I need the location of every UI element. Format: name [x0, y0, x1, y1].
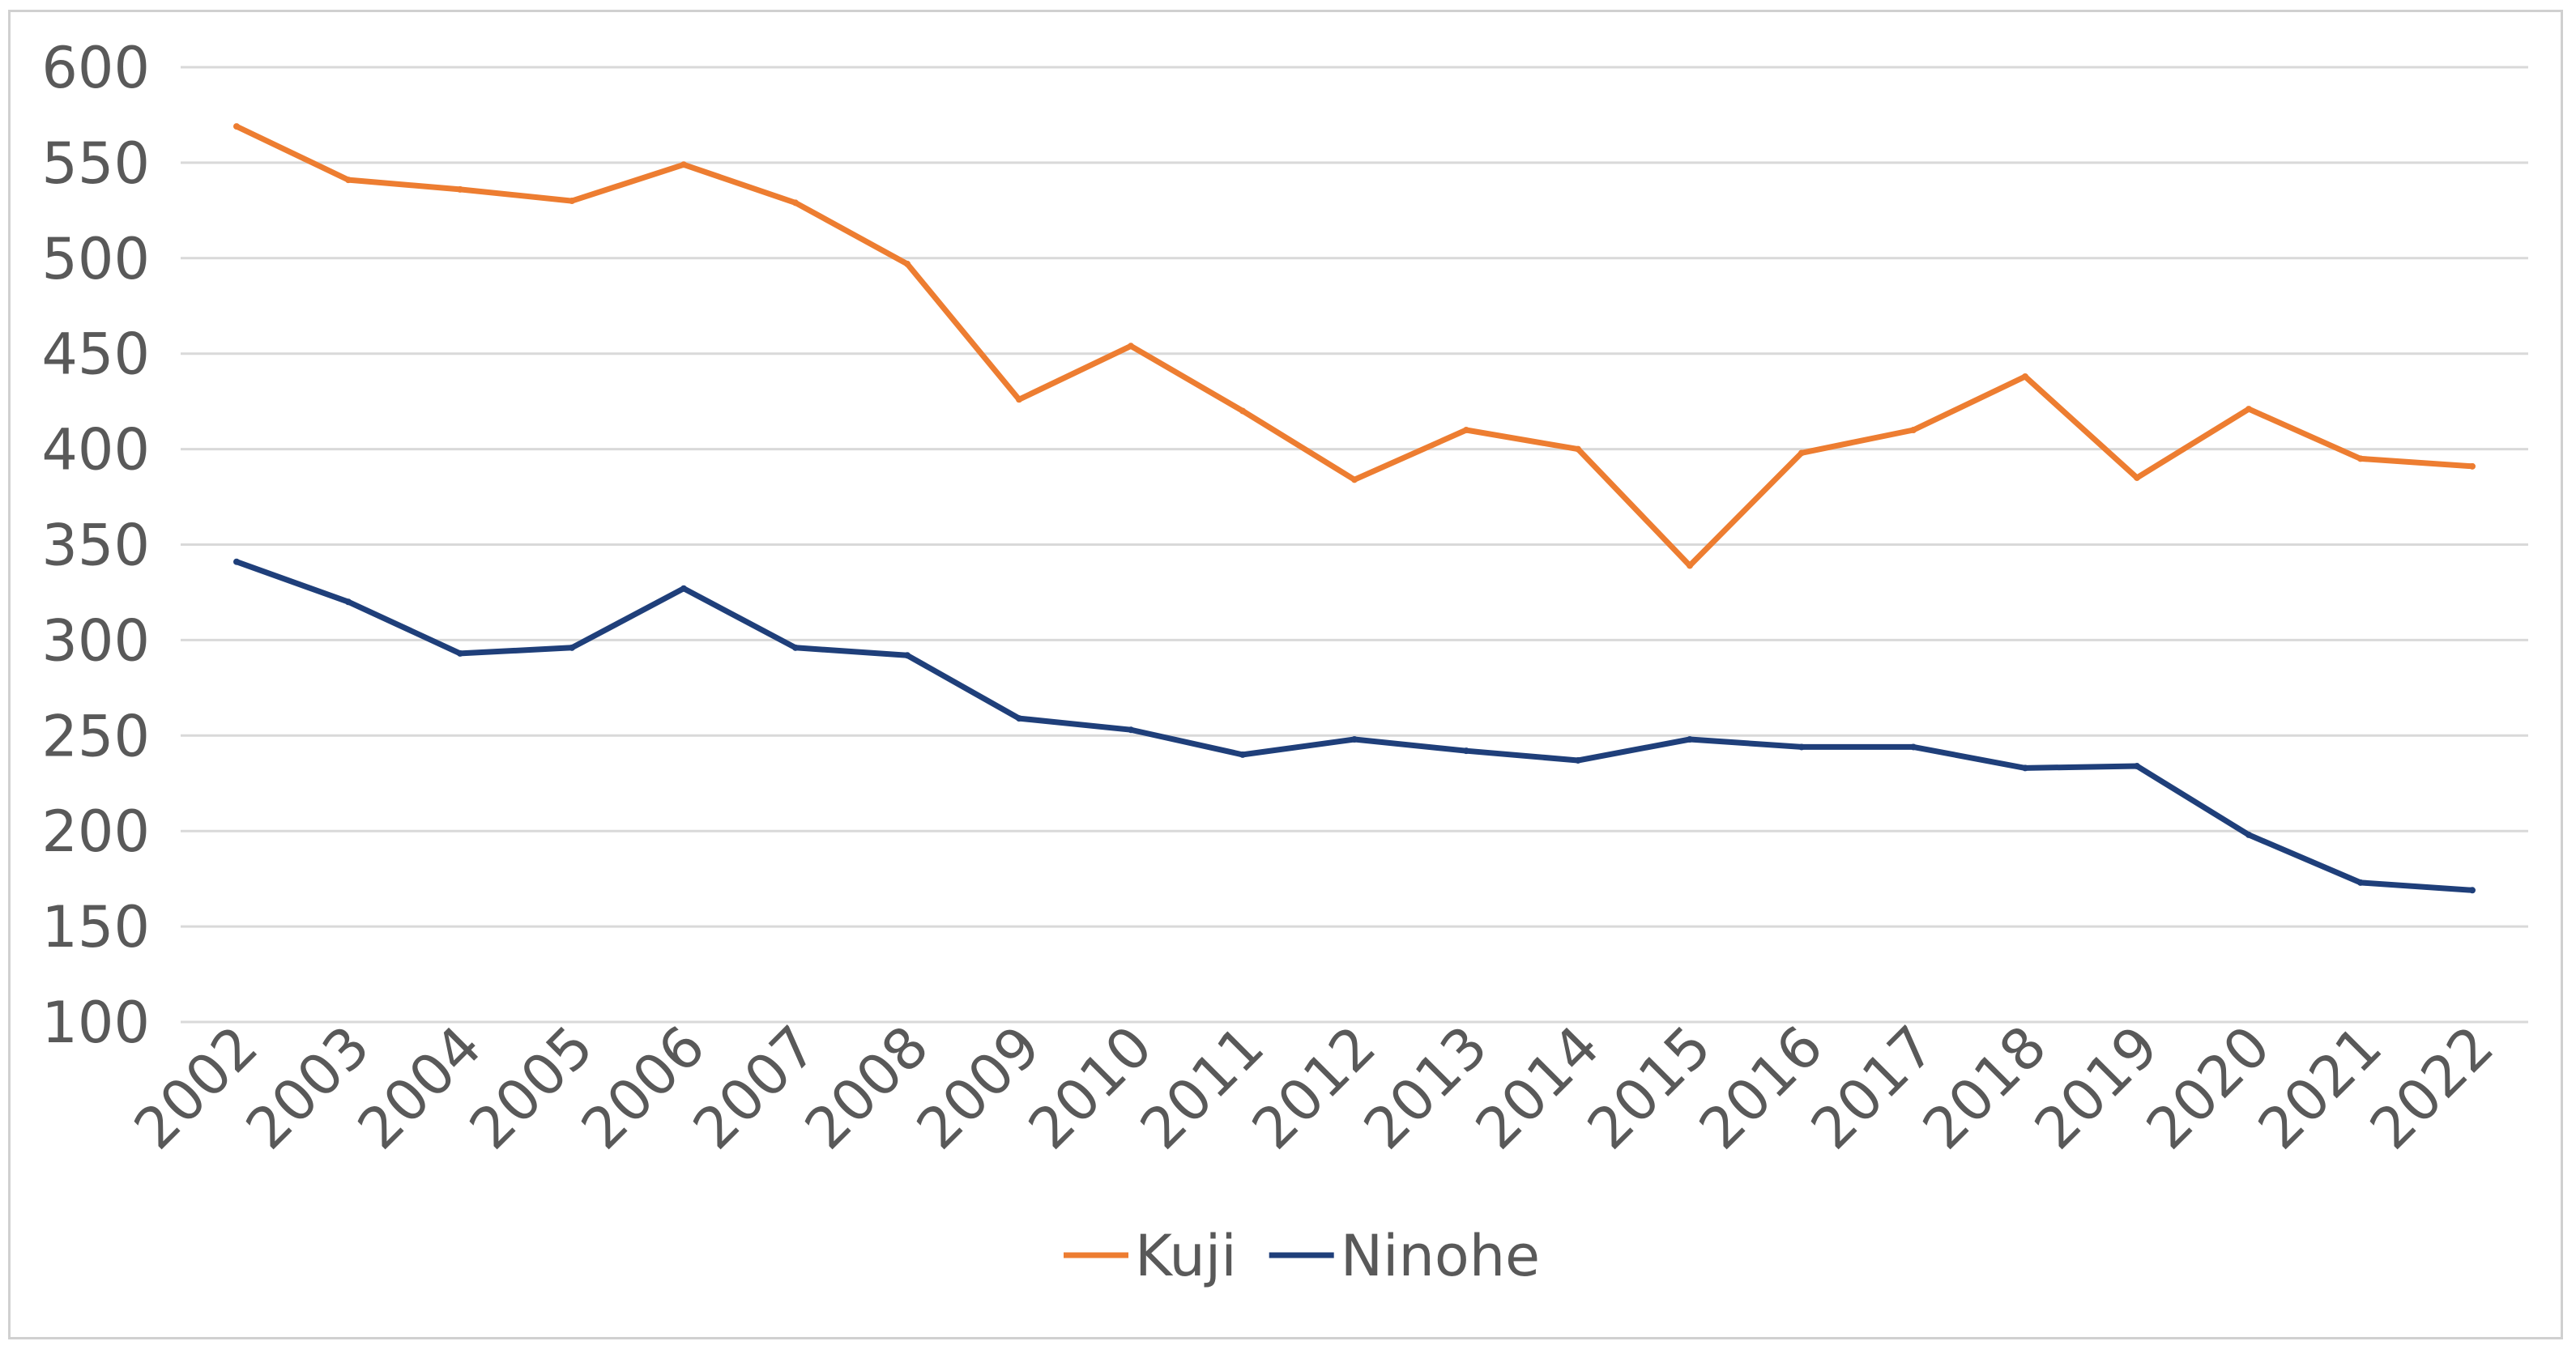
data-point-kuji [457, 185, 463, 193]
x-tick-label: 2009 [904, 1013, 1053, 1162]
x-tick-label: 2021 [2245, 1013, 2395, 1162]
y-tick-label: 600 [41, 35, 150, 101]
data-point-kuji [2134, 474, 2140, 481]
data-point-ninohe [1239, 751, 1246, 758]
x-tick-label: 2020 [2134, 1013, 2283, 1162]
data-point-kuji [1687, 562, 1693, 569]
series-lines [233, 123, 2476, 894]
x-axis-ticks: 2002200320042005200620072008200920102011… [122, 1013, 2506, 1162]
data-point-ninohe [2245, 831, 2252, 838]
data-point-ninohe [569, 644, 575, 651]
data-point-ninohe [2134, 763, 2140, 770]
y-tick-label: 200 [41, 798, 150, 865]
data-point-ninohe [233, 558, 240, 565]
y-tick-label: 150 [41, 894, 150, 960]
data-point-ninohe [792, 644, 799, 651]
x-tick-label: 2014 [1463, 1013, 1612, 1162]
x-tick-label: 2017 [1798, 1013, 1947, 1162]
data-point-kuji [1016, 396, 1022, 403]
x-tick-label: 2005 [457, 1013, 606, 1162]
data-point-kuji [1351, 476, 1358, 483]
y-tick-label: 350 [41, 513, 150, 579]
x-tick-label: 2019 [2022, 1013, 2171, 1162]
gridlines [181, 66, 2528, 1024]
data-point-ninohe [1016, 715, 1022, 722]
data-point-kuji [233, 123, 240, 130]
x-tick-label: 2010 [1016, 1013, 1165, 1162]
y-tick-label: 300 [41, 607, 150, 674]
x-tick-label: 2013 [1351, 1013, 1500, 1162]
data-point-ninohe [2022, 764, 2028, 772]
data-point-ninohe [680, 585, 687, 592]
data-point-kuji [2022, 373, 2028, 380]
y-tick-label: 250 [41, 703, 150, 769]
data-point-kuji [569, 198, 575, 205]
data-point-ninohe [1463, 747, 1469, 755]
x-tick-label: 2006 [569, 1013, 718, 1162]
data-point-ninohe [2357, 879, 2364, 886]
x-tick-label: 2003 [233, 1013, 382, 1162]
data-point-kuji [1575, 445, 1581, 453]
y-tick-label: 100 [41, 990, 150, 1056]
data-point-kuji [2245, 406, 2252, 413]
data-point-ninohe [345, 598, 352, 606]
data-point-ninohe [1351, 736, 1358, 743]
x-tick-label: 2015 [1575, 1013, 1724, 1162]
data-point-ninohe [904, 652, 911, 659]
data-point-kuji [2469, 462, 2476, 470]
data-point-ninohe [1687, 736, 1693, 743]
x-tick-label: 2011 [1128, 1013, 1277, 1162]
x-tick-label: 2012 [1239, 1013, 1388, 1162]
data-point-ninohe [1575, 756, 1581, 764]
y-tick-label: 450 [41, 321, 150, 388]
data-point-ninohe [1128, 726, 1134, 734]
x-tick-label: 2004 [345, 1013, 494, 1162]
series-line-ninohe [233, 559, 2476, 893]
data-point-kuji [904, 260, 911, 267]
y-axis-ticks: 600 550 500 450 400 350 300 250 200 150 100 [41, 35, 150, 1056]
data-point-kuji [2357, 455, 2364, 462]
data-point-ninohe [2469, 887, 2476, 894]
data-point-ninohe [1910, 743, 1917, 751]
data-point-kuji [1463, 427, 1469, 434]
data-point-ninohe [1798, 743, 1805, 751]
legend-label-kuji: Kuji [1135, 1223, 1237, 1289]
data-point-kuji [792, 199, 799, 207]
data-point-kuji [680, 161, 687, 168]
series-line-kuji [233, 123, 2476, 568]
x-tick-label: 2008 [792, 1013, 941, 1162]
data-point-ninohe [457, 649, 463, 657]
chart-frame: 600 550 500 450 400 350 300 250 200 150 100 2002 20… [8, 10, 2563, 1339]
data-point-kuji [1910, 427, 1917, 434]
data-point-kuji [345, 177, 352, 184]
line-chart: 600 550 500 450 400 350 300 250 200 150 100 200220… [41, 35, 2528, 1289]
data-point-kuji [1798, 449, 1805, 457]
y-tick-label: 500 [41, 226, 150, 292]
legend: Kuji Ninohe [1064, 1223, 1540, 1289]
legend-label-ninohe: Ninohe [1341, 1223, 1540, 1289]
y-tick-label: 550 [41, 130, 150, 197]
data-point-kuji [1128, 343, 1134, 350]
x-tick-label: 2018 [1910, 1013, 2059, 1162]
x-tick-label: 2007 [680, 1013, 830, 1162]
x-tick-label: 2022 [2357, 1013, 2506, 1162]
y-tick-label: 400 [41, 417, 150, 483]
data-point-kuji [1239, 407, 1246, 415]
x-tick-label: 2016 [1687, 1013, 1836, 1162]
